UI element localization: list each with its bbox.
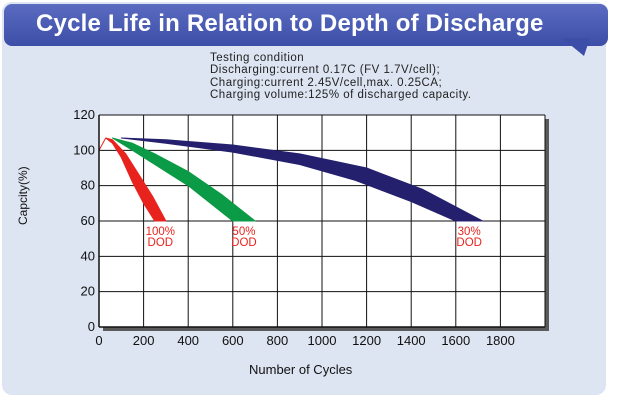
- series-label: 100%: [146, 226, 175, 238]
- y-tick-label: 40: [81, 248, 95, 263]
- series-band: [120, 137, 484, 222]
- tick-labels: 0 200 400 600 800 1000 1200 1400 1600 1800 0 20 40 60…: [73, 107, 515, 348]
- condition-line: Discharging:current 0.17C (FV 1.7V/cell)…: [210, 64, 441, 77]
- condition-line: Charging:current 2.45V/cell,max. 0.25CA;: [210, 76, 443, 89]
- series-band: [111, 137, 256, 222]
- y-tick-label: 80: [81, 178, 95, 193]
- series-label: DOD: [231, 237, 257, 249]
- x-tick-label: 1600: [441, 333, 470, 348]
- series-bands: [98, 137, 484, 222]
- y-tick-label: 20: [81, 284, 95, 299]
- series-band: [98, 137, 167, 222]
- x-tick-label: 1200: [352, 333, 381, 348]
- y-tick-label: 100: [73, 142, 95, 157]
- y-tick-label: 60: [81, 213, 95, 228]
- x-tick-label: 600: [222, 333, 244, 348]
- condition-line: Charging volume:125% of discharged capac…: [210, 88, 472, 101]
- x-tick-label: 1400: [397, 333, 426, 348]
- x-tick-label: 800: [267, 333, 289, 348]
- x-tick-label: 1800: [486, 333, 515, 348]
- x-axis-label: Number of Cycles: [249, 362, 353, 377]
- x-tick-label: 400: [177, 333, 199, 348]
- series-label: DOD: [148, 237, 174, 249]
- y-tick-label: 120: [73, 107, 95, 122]
- y-axis-label: Capcity(%): [16, 166, 30, 225]
- testing-conditions: Testing condition Discharging:current 0.…: [210, 52, 472, 101]
- x-tick-label: 200: [133, 333, 155, 348]
- series-label: DOD: [456, 237, 482, 249]
- condition-line: Testing condition: [210, 52, 305, 64]
- banner-tail: [562, 38, 590, 56]
- y-tick-label: 0: [88, 319, 95, 334]
- series-label: 30%: [458, 226, 481, 238]
- x-tick-label: 1000: [308, 333, 337, 348]
- title-banner: [4, 4, 608, 46]
- series-label: 50%: [232, 226, 255, 238]
- axes: [98, 115, 545, 328]
- grid: [99, 114, 546, 327]
- x-tick-label: 0: [95, 333, 102, 348]
- chart-title: Cycle Life in Relation to Depth of Disch…: [36, 10, 544, 37]
